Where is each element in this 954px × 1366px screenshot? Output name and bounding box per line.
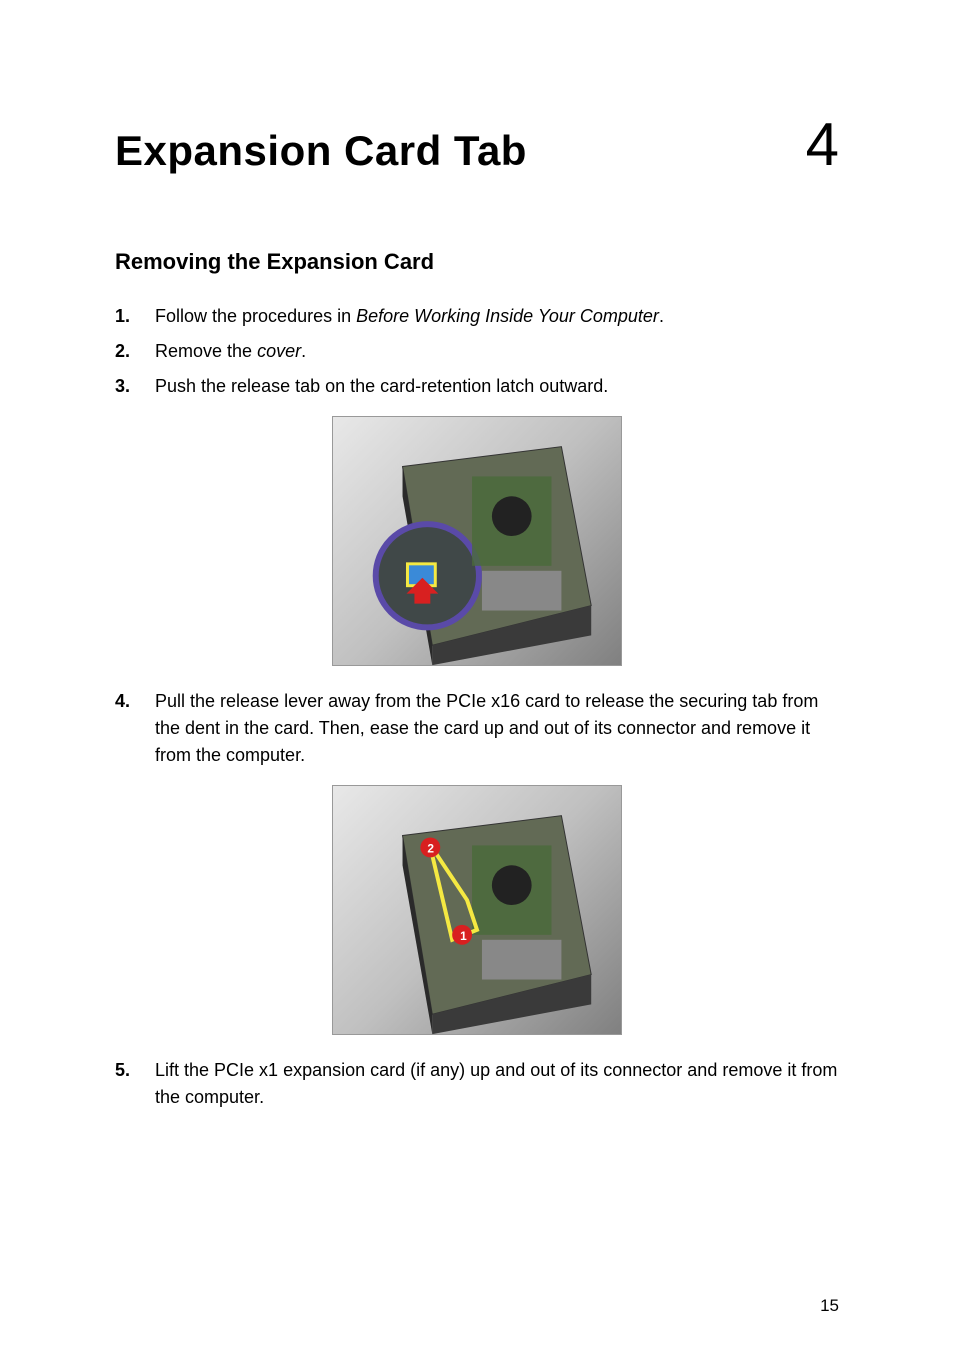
step-text: Push the release tab on the card-retenti… xyxy=(155,373,839,400)
step-text: Pull the release lever away from the PCI… xyxy=(155,688,839,769)
figure-1-image xyxy=(332,416,622,666)
step-number: 3. xyxy=(115,373,155,400)
step-text-prefix: Pull the release lever away from the PCI… xyxy=(155,691,818,765)
step-text: Remove the cover. xyxy=(155,338,839,365)
page-number: 15 xyxy=(820,1296,839,1316)
step-text: Lift the PCIe x1 expansion card (if any)… xyxy=(155,1057,839,1111)
step-text-prefix: Follow the procedures in xyxy=(155,306,356,326)
steps-list-cont-2: 5. Lift the PCIe x1 expansion card (if a… xyxy=(115,1057,839,1111)
step-number: 1. xyxy=(115,303,155,330)
chapter-number: 4 xyxy=(806,110,839,179)
svg-text:2: 2 xyxy=(427,841,434,855)
steps-list: 1. Follow the procedures in Before Worki… xyxy=(115,303,839,400)
chapter-title: Expansion Card Tab xyxy=(115,127,527,175)
step-2: 2. Remove the cover. xyxy=(115,338,839,365)
step-5: 5. Lift the PCIe x1 expansion card (if a… xyxy=(115,1057,839,1111)
step-number: 2. xyxy=(115,338,155,365)
step-text-suffix: . xyxy=(659,306,664,326)
step-3: 3. Push the release tab on the card-rete… xyxy=(115,373,839,400)
step-1: 1. Follow the procedures in Before Worki… xyxy=(115,303,839,330)
step-text-italic: Before Working Inside Your Computer xyxy=(356,306,659,326)
page: Expansion Card Tab 4 Removing the Expans… xyxy=(0,0,954,1366)
step-text-suffix: . xyxy=(301,341,306,361)
step-4: 4. Pull the release lever away from the … xyxy=(115,688,839,769)
section-title: Removing the Expansion Card xyxy=(115,249,839,275)
step-text-italic: cover xyxy=(257,341,301,361)
figure-2: 1 2 xyxy=(115,785,839,1035)
computer-tower-icon: 1 2 xyxy=(333,785,621,1035)
figure-1 xyxy=(115,416,839,666)
chapter-header: Expansion Card Tab 4 xyxy=(115,110,839,179)
step-text: Follow the procedures in Before Working … xyxy=(155,303,839,330)
computer-tower-icon xyxy=(333,416,621,666)
step-number: 4. xyxy=(115,688,155,769)
svg-text:1: 1 xyxy=(460,929,467,943)
step-text-prefix: Push the release tab on the card-retenti… xyxy=(155,376,608,396)
step-number: 5. xyxy=(115,1057,155,1111)
step-text-prefix: Lift the PCIe x1 expansion card (if any)… xyxy=(155,1060,837,1107)
figure-2-image: 1 2 xyxy=(332,785,622,1035)
step-text-prefix: Remove the xyxy=(155,341,257,361)
steps-list-cont-1: 4. Pull the release lever away from the … xyxy=(115,688,839,769)
